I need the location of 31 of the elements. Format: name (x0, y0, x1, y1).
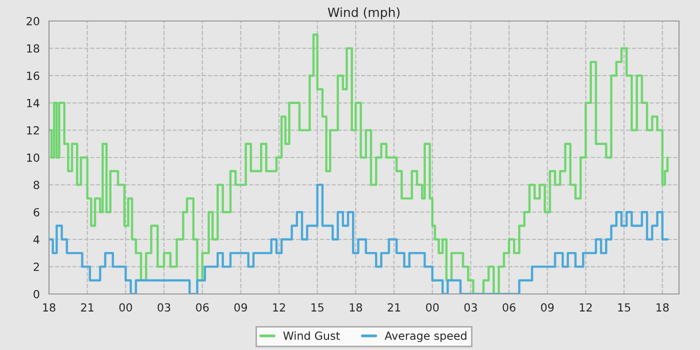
x-tick-label: 09 (234, 303, 247, 312)
x-tick-label: 12 (273, 303, 285, 312)
chart-title: Wind (mph) (328, 7, 400, 20)
y-tick-label: 14 (27, 99, 40, 108)
x-tick-label: 12 (580, 303, 592, 312)
y-tick-label: 2 (34, 262, 39, 271)
x-tick-label: 21 (81, 303, 94, 312)
x-tick-label: 15 (312, 303, 324, 312)
y-tick-label: 8 (34, 180, 40, 190)
y-tick-label: 6 (34, 208, 40, 216)
y-tick-label: 4 (33, 236, 40, 244)
x-tick-label: 15 (618, 303, 630, 312)
x-tick-label: 09 (541, 303, 554, 312)
y-tick-label: 10 (27, 153, 40, 162)
x-tick-label: 21 (388, 303, 400, 312)
legend-label: Average speed (384, 331, 466, 342)
x-tick-label: 03 (464, 303, 477, 312)
y-tick-label: 20 (26, 16, 40, 26)
y-tick-label: 16 (27, 72, 40, 80)
y-tick-label: 18 (27, 44, 40, 53)
legend-label: Wind Gust (283, 331, 340, 340)
y-tick-label: 12 (27, 126, 39, 134)
x-tick-label: 18 (350, 303, 362, 312)
x-tick-label: 03 (158, 303, 170, 312)
y-tick-label: 0 (34, 290, 40, 298)
x-tick-label: 00 (119, 303, 132, 312)
x-tick-label: 00 (426, 303, 439, 312)
x-tick-label: 06 (196, 303, 209, 312)
x-tick-label: 18 (656, 303, 669, 312)
x-tick-label: 18 (43, 303, 56, 312)
x-tick-label: 06 (502, 303, 516, 312)
